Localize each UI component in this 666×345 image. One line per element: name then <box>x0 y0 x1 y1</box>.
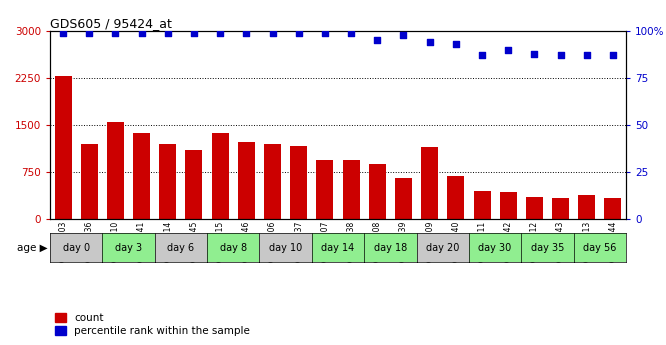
Point <box>110 30 121 36</box>
Bar <box>605 198 621 219</box>
Point <box>84 30 95 36</box>
Bar <box>264 144 281 219</box>
Bar <box>107 122 124 219</box>
Text: day 6: day 6 <box>167 243 194 253</box>
Text: day 14: day 14 <box>322 243 354 253</box>
Point <box>320 30 330 36</box>
Text: day 35: day 35 <box>531 243 564 253</box>
Bar <box>369 164 386 219</box>
Bar <box>448 176 464 219</box>
Text: day 56: day 56 <box>583 243 617 253</box>
Bar <box>552 198 569 219</box>
Point <box>241 30 252 36</box>
Bar <box>474 191 491 219</box>
Bar <box>578 195 595 219</box>
Point <box>58 30 69 36</box>
Point <box>188 30 199 36</box>
Bar <box>238 142 255 219</box>
Text: age ▶: age ▶ <box>17 243 48 253</box>
Bar <box>290 146 307 219</box>
Text: day 10: day 10 <box>269 243 302 253</box>
Bar <box>395 178 412 219</box>
Text: day 0: day 0 <box>63 243 90 253</box>
Bar <box>185 150 202 219</box>
Bar <box>316 159 334 219</box>
Point <box>137 30 147 36</box>
Text: day 20: day 20 <box>426 243 460 253</box>
Text: day 30: day 30 <box>478 243 511 253</box>
Point <box>607 53 618 58</box>
Point <box>372 38 382 43</box>
Point <box>529 51 539 56</box>
Text: day 8: day 8 <box>220 243 247 253</box>
Point <box>267 30 278 36</box>
Bar <box>342 159 360 219</box>
Point <box>294 30 304 36</box>
Bar <box>421 147 438 219</box>
Text: day 3: day 3 <box>115 243 142 253</box>
Bar <box>133 132 150 219</box>
Legend: count, percentile rank within the sample: count, percentile rank within the sample <box>55 313 250 336</box>
Text: day 18: day 18 <box>374 243 407 253</box>
Point <box>346 30 356 36</box>
Bar <box>500 192 517 219</box>
Point <box>555 53 566 58</box>
Bar <box>159 144 176 219</box>
Bar <box>526 197 543 219</box>
Bar <box>212 133 228 219</box>
Bar <box>81 144 98 219</box>
Point <box>215 30 226 36</box>
Point <box>581 53 592 58</box>
Point <box>398 32 409 38</box>
Point <box>163 30 173 36</box>
Point <box>424 40 435 45</box>
Text: GDS605 / 95424_at: GDS605 / 95424_at <box>50 17 172 30</box>
Point <box>503 47 513 53</box>
Point <box>450 41 461 47</box>
Point <box>477 53 488 58</box>
Bar <box>55 76 71 219</box>
